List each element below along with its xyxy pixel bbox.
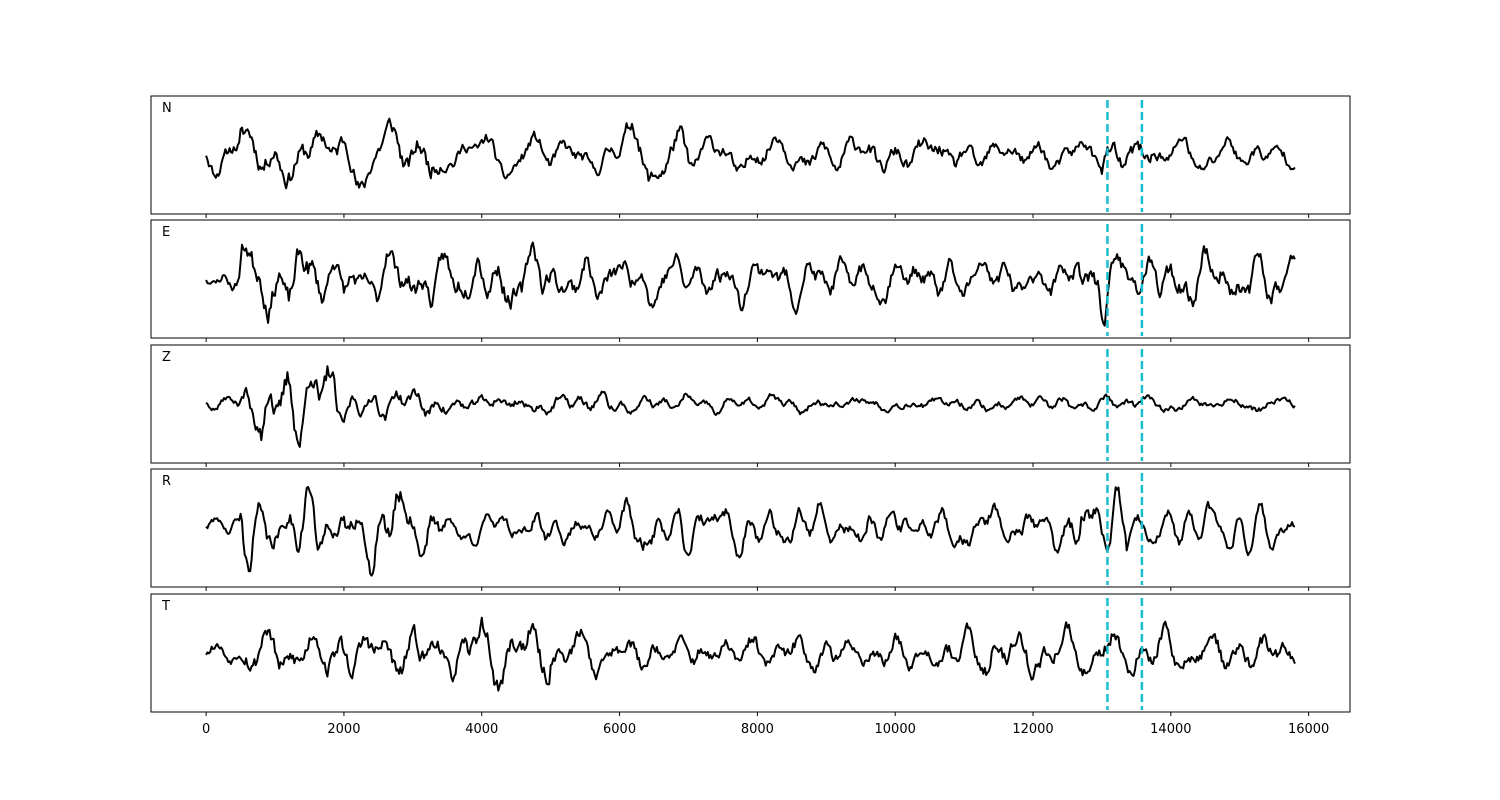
panel-frame [150,219,1351,339]
panel-e: E [150,219,1351,342]
x-tick-label: 2000 [327,722,360,737]
panel-r: R [150,468,1351,591]
trace-e [205,241,1296,327]
x-tick-label: 8000 [741,722,774,737]
trace-z [205,365,1296,448]
x-tick-label: 12000 [1012,722,1053,737]
component-label: N [162,101,172,116]
trace-r [205,485,1296,577]
component-label: R [162,474,171,489]
panel-z: Z [150,344,1351,467]
panels-group: N E Z R T [150,95,1351,716]
component-label: E [162,225,170,240]
x-tick-label: 0 [202,722,210,737]
trace-t [205,616,1296,692]
panel-frame [150,468,1351,588]
component-label: T [161,599,170,614]
trace-n [205,117,1296,190]
x-tick-label: 6000 [603,722,636,737]
x-tick-label: 14000 [1150,722,1191,737]
x-tick-label: 4000 [465,722,498,737]
x-tick-label: 16000 [1288,722,1329,737]
component-label: Z [162,350,171,365]
x-tick-label: 10000 [875,722,916,737]
panel-t: T [150,593,1351,716]
panel-n: N [150,95,1351,218]
x-axis: 0 2000 4000 6000 8000 10000 12000 14000 16000 [202,722,1329,737]
panel-frame [150,95,1351,215]
panel-frame [150,344,1351,464]
panel-frame [150,593,1351,713]
